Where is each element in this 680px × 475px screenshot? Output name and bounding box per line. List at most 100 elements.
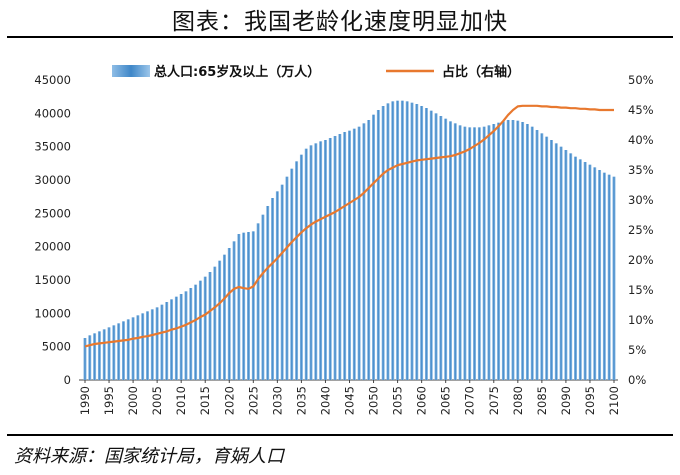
bar [112, 325, 116, 380]
bar [227, 248, 231, 380]
bar [506, 120, 510, 380]
x-tick-label: 2090 [559, 386, 573, 415]
bar [564, 150, 568, 380]
x-tick-label: 2030 [270, 386, 284, 415]
bar [121, 321, 125, 380]
bar [468, 127, 472, 380]
y-left-tick-label: 25000 [34, 206, 71, 220]
bar [237, 234, 241, 380]
bar [232, 241, 236, 380]
y-right-tick-label: 50% [628, 73, 654, 87]
bar [141, 313, 145, 380]
x-tick-label: 2025 [246, 386, 260, 415]
bar [405, 101, 409, 381]
bar [184, 291, 188, 380]
y-right-tick-label: 30% [628, 193, 654, 207]
bar [607, 174, 611, 380]
x-tick-label: 2050 [367, 386, 381, 415]
source-note: 资料来源：国家统计局，育娲人口 [14, 446, 284, 467]
bar [280, 184, 284, 380]
bar [588, 164, 592, 380]
bar [549, 140, 553, 380]
bar [578, 159, 582, 380]
x-tick-label: 2095 [583, 386, 597, 415]
x-tick-label: 1995 [102, 386, 116, 415]
bar [420, 106, 424, 380]
bar [179, 294, 183, 380]
y-right-tick-label: 40% [628, 133, 654, 147]
bar [251, 231, 255, 380]
bar [343, 132, 347, 380]
bar [131, 317, 135, 380]
bar [453, 123, 457, 380]
bar [415, 104, 419, 380]
bar [323, 140, 327, 380]
y-left-tick-label: 30000 [34, 173, 71, 187]
bar [93, 333, 97, 380]
bar [194, 284, 198, 380]
x-tick-label: 2080 [511, 386, 525, 415]
x-tick-label: 2020 [222, 386, 236, 415]
bar [295, 161, 299, 380]
bar [309, 145, 313, 380]
bar [381, 106, 385, 380]
bar [492, 124, 496, 380]
bar [525, 124, 529, 380]
page-title: 图表：我国老龄化速度明显加快 [172, 9, 508, 35]
x-tick-label: 2055 [391, 386, 405, 415]
bar [328, 138, 332, 380]
legend: 总人口:65岁及以上（万人） 占比（右轴） [112, 64, 520, 80]
bar [299, 154, 303, 380]
bar [155, 307, 159, 380]
y-left-tick-label: 40000 [34, 106, 71, 120]
bar [348, 130, 351, 380]
bar [174, 296, 178, 380]
bar [83, 338, 87, 380]
bar [540, 133, 544, 380]
bar [386, 103, 390, 381]
x-tick-label: 2065 [439, 386, 453, 415]
y-right-tick-label: 45% [628, 103, 654, 117]
y-left-tick-label: 10000 [34, 306, 71, 320]
bar [314, 143, 318, 380]
bar [612, 176, 616, 380]
x-tick-label: 2040 [318, 386, 332, 415]
bar [583, 162, 587, 380]
bar [333, 136, 337, 380]
axes: 0 5000 10000 15000 20000 25000 30000 35000 40000… [34, 73, 653, 415]
x-tick-label: 2100 [607, 386, 621, 415]
bar [213, 266, 217, 380]
bar [434, 113, 438, 380]
x-tick-label: 2000 [126, 386, 140, 415]
bar [545, 136, 549, 380]
bar [290, 168, 294, 380]
bar [256, 223, 260, 380]
y-left-tick-label: 0 [64, 373, 71, 387]
x-tick-label: 2075 [487, 386, 501, 415]
x-tick-label: 2045 [343, 386, 357, 415]
bar [304, 148, 308, 380]
bar [189, 288, 193, 380]
bar [410, 102, 414, 380]
y-right-tick-label: 20% [628, 253, 654, 267]
bar [593, 167, 597, 380]
legend-bar-label: 总人口:65岁及以上（万人） [154, 64, 320, 80]
x-tick-label: 2035 [294, 386, 308, 415]
x-tick-label: 2085 [535, 386, 549, 415]
bar [338, 134, 342, 380]
x-tick-label: 2070 [463, 386, 477, 415]
bar [198, 280, 202, 380]
bar [487, 125, 491, 380]
bar [598, 170, 602, 380]
bar [357, 126, 361, 381]
bar [429, 110, 433, 381]
y-right-tick-label: 0% [628, 373, 646, 387]
bar [372, 114, 376, 381]
bar [146, 311, 150, 380]
bar [391, 101, 395, 381]
legend-line-label: 占比（右轴） [442, 64, 520, 80]
bar [208, 272, 212, 380]
x-tick-label: 2060 [415, 386, 429, 415]
x-tick-label: 2005 [150, 386, 164, 415]
bar [165, 302, 169, 380]
